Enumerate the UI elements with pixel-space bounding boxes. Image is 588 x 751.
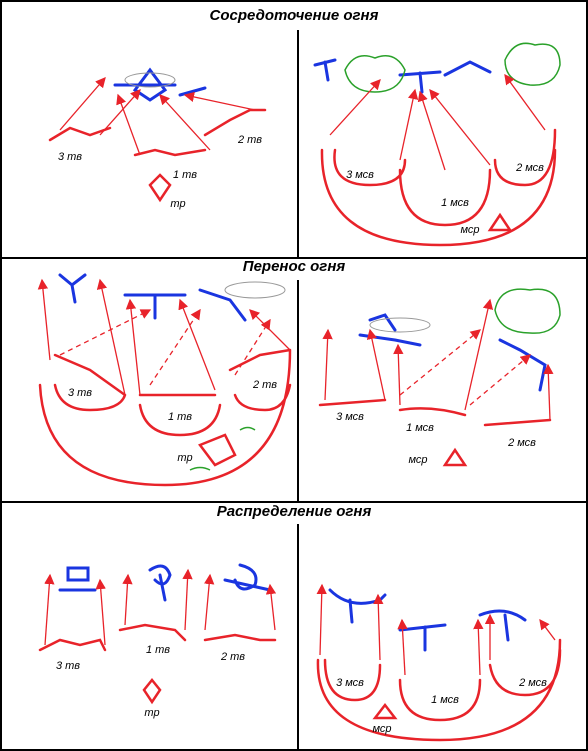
unit-label: мср [408, 454, 427, 466]
unit-label: 3 тв [56, 660, 80, 672]
unit-label: 2 тв [237, 134, 262, 146]
unit-label: 1 тв [168, 411, 192, 423]
unit-label: 3 тв [68, 387, 92, 399]
section-title: Распределение огня [217, 503, 372, 520]
section-2-drawing [37, 273, 561, 487]
unit-label: 3 мсв [336, 411, 364, 423]
unit-label: 2 мсв [507, 437, 536, 449]
unit-label: 2 тв [252, 379, 277, 391]
section-3-drawing [38, 563, 562, 742]
section-1-drawing [48, 42, 561, 247]
unit-label: мср [372, 723, 391, 735]
unit-label: 1 мсв [431, 694, 459, 706]
unit-label: тр [177, 452, 192, 464]
section-title: Перенос огня [243, 258, 346, 275]
unit-label: тр [144, 707, 159, 719]
unit-label: 1 тв [173, 169, 197, 181]
unit-label: 3 тв [58, 151, 82, 163]
unit-label: 2 тв [220, 651, 245, 663]
unit-label: 2 мсв [518, 677, 547, 689]
unit-label: 1 мсв [441, 197, 469, 209]
unit-label: 1 тв [146, 644, 170, 656]
unit-label: мср [460, 224, 479, 236]
unit-label: 3 мсв [346, 169, 374, 181]
unit-label: 1 мсв [406, 422, 434, 434]
section-title: Сосредоточение огня [210, 7, 379, 24]
unit-label: 3 мсв [336, 677, 364, 689]
unit-label: 2 мсв [515, 162, 544, 174]
unit-label: тр [170, 198, 185, 210]
